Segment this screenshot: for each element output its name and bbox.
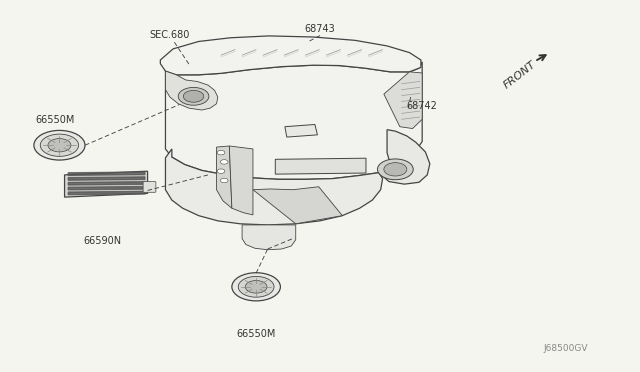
Polygon shape [166,62,422,179]
Circle shape [48,138,71,152]
Text: 66550M: 66550M [35,115,75,125]
Circle shape [217,169,225,173]
Polygon shape [161,36,421,75]
Polygon shape [242,225,296,250]
Circle shape [220,160,228,164]
Circle shape [238,276,274,297]
Polygon shape [166,149,383,225]
Text: FRONT: FRONT [502,59,538,90]
Polygon shape [253,187,342,224]
Polygon shape [275,158,366,174]
Circle shape [40,134,79,156]
Polygon shape [216,146,232,208]
Text: 68742: 68742 [406,101,437,111]
Text: 68743: 68743 [305,24,335,34]
Circle shape [232,273,280,301]
Polygon shape [65,171,148,197]
FancyBboxPatch shape [143,182,156,192]
Polygon shape [166,71,218,110]
Polygon shape [384,72,422,129]
Circle shape [384,163,407,176]
Circle shape [183,90,204,102]
Text: 66590N: 66590N [84,236,122,246]
Polygon shape [285,125,317,137]
Text: SEC.680: SEC.680 [150,30,190,39]
Polygon shape [379,130,430,184]
Circle shape [245,280,267,293]
Circle shape [34,131,85,160]
Text: 66550M: 66550M [236,329,276,339]
Circle shape [220,178,228,183]
Text: J68500GV: J68500GV [544,344,588,353]
Circle shape [378,159,413,180]
Circle shape [217,150,225,155]
Polygon shape [229,146,253,215]
Circle shape [178,87,209,105]
